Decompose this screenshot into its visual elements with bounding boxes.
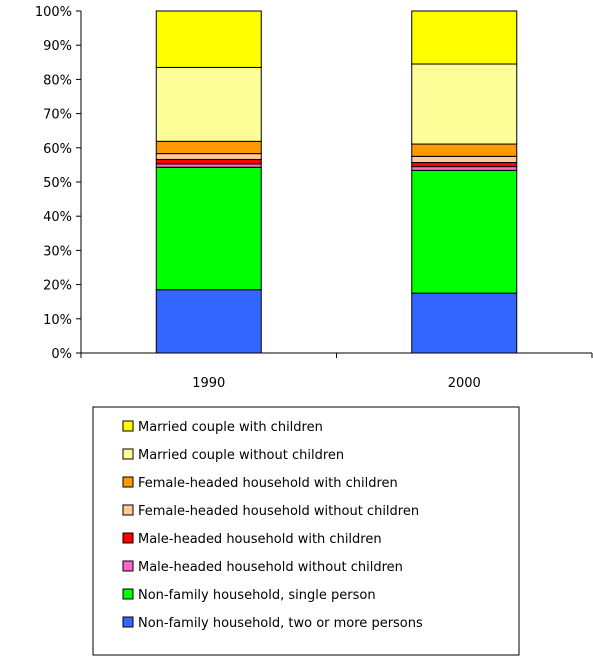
bar-segment — [155, 289, 262, 354]
legend-label: Married couple with children — [138, 420, 323, 435]
legend-label: Non-family household, two or more person… — [138, 616, 423, 631]
bar-segment — [411, 292, 518, 354]
bar-segment — [411, 143, 518, 157]
x-tick-label: 2000 — [448, 376, 481, 391]
legend-swatch — [122, 588, 134, 600]
legend-label: Female-headed household with children — [138, 476, 398, 491]
legend-swatch — [122, 616, 134, 628]
legend-label: Male-headed household with children — [138, 532, 382, 547]
y-tick-label: 50% — [43, 176, 72, 191]
legend-swatch — [122, 476, 134, 488]
y-tick-label: 80% — [43, 73, 72, 88]
legend-label: Male-headed household without children — [138, 560, 403, 575]
bar-segment — [155, 66, 262, 142]
y-tick-label: 90% — [43, 39, 72, 54]
bar-segment — [155, 158, 262, 165]
bar-segment — [155, 140, 262, 155]
y-tick-label: 40% — [43, 210, 72, 225]
bar-segment — [411, 162, 518, 168]
legend-swatch — [122, 448, 134, 460]
y-tick-label: 10% — [43, 313, 72, 328]
bar-segment — [155, 166, 262, 291]
bar-segment — [411, 166, 518, 171]
bar-segment — [155, 153, 262, 160]
x-tick-label: 1990 — [192, 376, 225, 391]
legend-label: Non-family household, single person — [138, 588, 376, 603]
legend-swatch — [122, 420, 134, 432]
y-axis: 0% 10% 20% 30% 40% 50% 60% 70% 80% 90% 100% — [35, 5, 82, 362]
x-axis: 1990 2000 — [80, 352, 593, 391]
y-tick-label: 100% — [35, 5, 72, 20]
bars — [155, 10, 518, 354]
bar-segment — [411, 155, 518, 164]
bar-segment — [155, 163, 262, 168]
bar-segment — [411, 169, 518, 294]
y-tick-label: 30% — [43, 244, 72, 259]
legend: Married couple with children Married coup… — [92, 406, 520, 656]
y-tick-label: 0% — [51, 347, 72, 362]
legend-swatch — [122, 504, 134, 516]
bar-segment — [411, 10, 518, 65]
y-tick-label: 70% — [43, 108, 72, 123]
legend-swatch — [122, 560, 134, 572]
bar-segment — [155, 10, 262, 68]
y-tick-label: 60% — [43, 142, 72, 157]
legend-label: Female-headed household without children — [138, 504, 419, 519]
legend-swatch — [122, 532, 134, 544]
legend-box — [92, 406, 520, 656]
y-tick-label: 20% — [43, 279, 72, 294]
bar-segment — [411, 63, 518, 145]
legend-label: Married couple without children — [138, 448, 344, 463]
